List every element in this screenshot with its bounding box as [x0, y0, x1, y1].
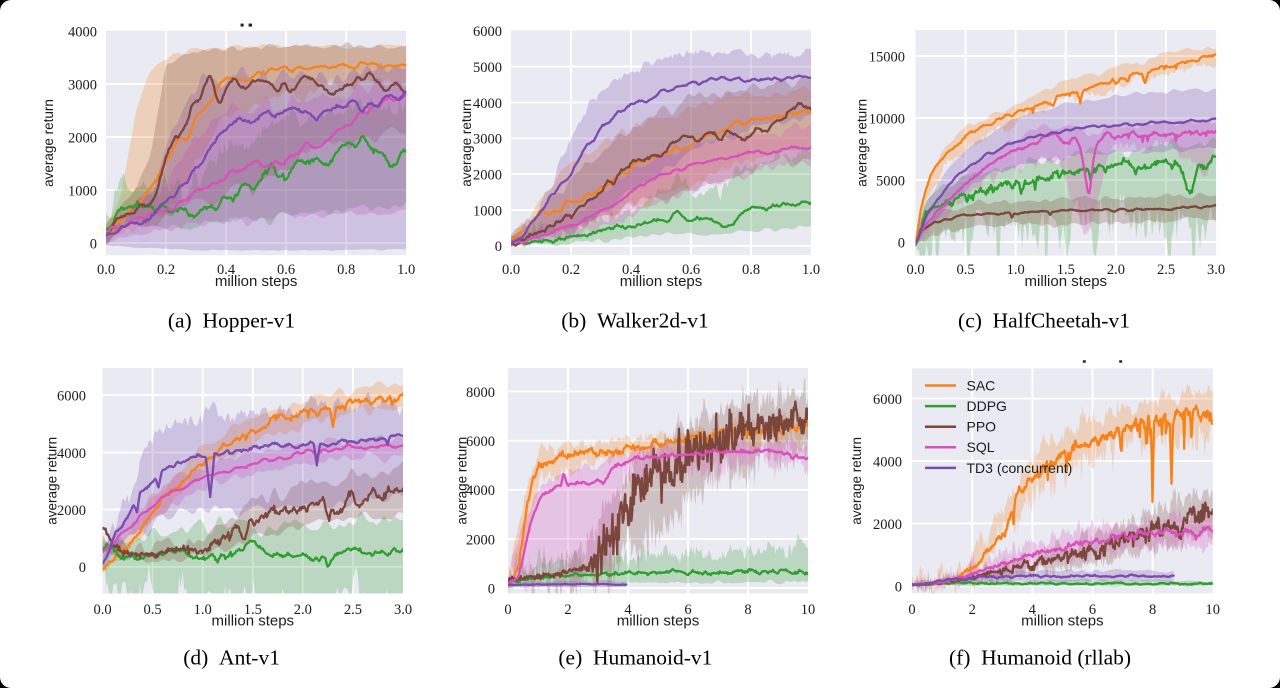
svg-text:1000: 1000	[473, 203, 502, 219]
svg-text:SQL: SQL	[967, 439, 995, 455]
svg-text:million steps: million steps	[1025, 273, 1108, 290]
svg-text:(a) Hopper-v1: (a) Hopper-v1	[168, 309, 295, 333]
svg-text:million steps: million steps	[1021, 612, 1104, 629]
svg-text:0.8: 0.8	[337, 262, 355, 278]
svg-text:0: 0	[895, 579, 902, 595]
svg-text:million steps: million steps	[620, 273, 703, 290]
svg-text:2.0: 2.0	[294, 602, 312, 618]
svg-text:0.6: 0.6	[277, 262, 295, 278]
svg-text:8: 8	[1149, 602, 1156, 618]
svg-text:0: 0	[898, 235, 905, 251]
svg-text:4000: 4000	[873, 455, 902, 471]
svg-text:1.0: 1.0	[1007, 262, 1025, 278]
svg-text:4: 4	[624, 602, 632, 618]
svg-text:1.5: 1.5	[1057, 262, 1075, 278]
svg-text:1.0: 1.0	[194, 602, 212, 618]
svg-text:6000: 6000	[57, 389, 86, 405]
svg-text:average return: average return	[45, 437, 60, 525]
svg-text:3.0: 3.0	[1207, 262, 1225, 278]
svg-text:2000: 2000	[57, 503, 86, 519]
svg-text:1.5: 1.5	[244, 602, 262, 618]
svg-text:2000: 2000	[466, 532, 495, 548]
svg-text:0: 0	[79, 560, 86, 576]
svg-text:(c) HalfCheetah-v1: (c) HalfCheetah-v1	[958, 309, 1130, 333]
svg-text:1000: 1000	[68, 183, 97, 199]
svg-text:average return: average return	[41, 99, 56, 187]
svg-text:2: 2	[969, 602, 976, 618]
svg-text:1.0: 1.0	[397, 262, 415, 278]
svg-text:6: 6	[684, 602, 691, 618]
svg-text:average return: average return	[855, 99, 870, 187]
svg-text:2.5: 2.5	[344, 602, 362, 618]
svg-text:4000: 4000	[473, 96, 502, 112]
svg-text:TD3 (concurrent): TD3 (concurrent)	[967, 460, 1073, 476]
svg-text:0: 0	[908, 602, 915, 618]
svg-text:3000: 3000	[68, 77, 97, 93]
svg-text:(d) Ant-v1: (d) Ant-v1	[183, 646, 280, 670]
svg-text:0.2: 0.2	[157, 262, 175, 278]
svg-text:8000: 8000	[466, 385, 495, 401]
svg-text:10000: 10000	[869, 111, 905, 127]
svg-text:0.8: 0.8	[742, 262, 760, 278]
svg-text:10: 10	[801, 602, 816, 618]
svg-text:6: 6	[1089, 602, 1096, 618]
svg-text:2: 2	[564, 602, 571, 618]
svg-text:4: 4	[1029, 602, 1037, 618]
svg-text:SAC: SAC	[967, 377, 996, 393]
svg-text:15000: 15000	[869, 49, 905, 65]
svg-text:0.0: 0.0	[93, 602, 111, 618]
svg-text:0.0: 0.0	[502, 262, 520, 278]
svg-text:5000: 5000	[473, 60, 502, 76]
svg-text:10: 10	[1206, 602, 1221, 618]
svg-text:0: 0	[90, 236, 97, 252]
svg-text:2000: 2000	[873, 517, 902, 533]
svg-text:average return: average return	[459, 99, 474, 187]
svg-text:0.4: 0.4	[622, 262, 641, 278]
svg-text:2000: 2000	[68, 130, 97, 146]
svg-text:0.5: 0.5	[957, 262, 975, 278]
svg-text:average return: average return	[849, 437, 864, 525]
svg-text:4000: 4000	[466, 483, 495, 499]
svg-text:0.6: 0.6	[682, 262, 700, 278]
svg-text:3000: 3000	[473, 132, 502, 148]
svg-text:0: 0	[488, 581, 495, 597]
svg-text:6000: 6000	[473, 24, 502, 40]
svg-text:million steps: million steps	[617, 612, 700, 629]
svg-text:DDPG: DDPG	[967, 398, 1007, 414]
svg-text:0.4: 0.4	[217, 262, 236, 278]
svg-text:1.0: 1.0	[802, 262, 820, 278]
svg-text:3.0: 3.0	[394, 602, 412, 618]
svg-text:2000: 2000	[473, 168, 502, 184]
svg-text:0.5: 0.5	[144, 602, 162, 618]
svg-text:6000: 6000	[466, 434, 495, 450]
svg-text:million steps: million steps	[215, 273, 298, 290]
svg-text:4000: 4000	[68, 24, 97, 40]
svg-text:0: 0	[495, 239, 502, 255]
svg-text:6000: 6000	[873, 392, 902, 408]
svg-text:0: 0	[504, 602, 511, 618]
svg-text:4000: 4000	[57, 446, 86, 462]
svg-text:(e) Humanoid-v1: (e) Humanoid-v1	[558, 646, 712, 670]
svg-text:0.0: 0.0	[97, 262, 115, 278]
svg-text:0.0: 0.0	[906, 262, 924, 278]
svg-text:8: 8	[744, 602, 751, 618]
svg-text:(b) Walker2d-v1: (b) Walker2d-v1	[561, 309, 709, 333]
svg-text:(f) Humanoid (rllab): (f) Humanoid (rllab)	[949, 646, 1131, 670]
svg-text:0.2: 0.2	[562, 262, 580, 278]
svg-text:5000: 5000	[876, 173, 905, 189]
svg-text:average return: average return	[455, 437, 470, 525]
svg-text:PPO: PPO	[967, 419, 997, 435]
svg-text:million steps: million steps	[212, 612, 295, 629]
svg-text:2.5: 2.5	[1157, 262, 1175, 278]
svg-text:2.0: 2.0	[1107, 262, 1125, 278]
